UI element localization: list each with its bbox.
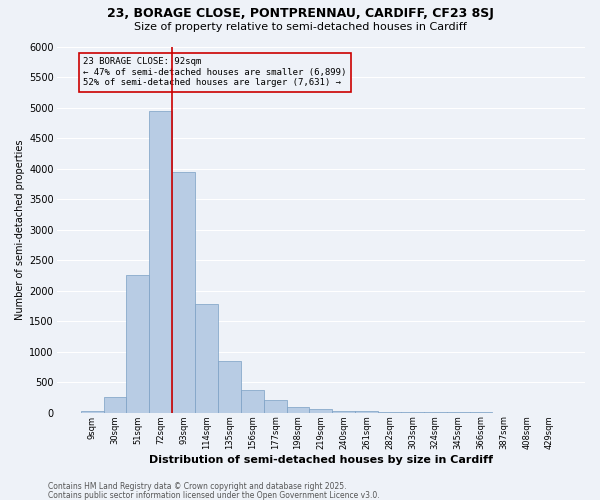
Bar <box>81 411 104 412</box>
Bar <box>172 172 195 412</box>
Bar <box>263 400 287 412</box>
Bar <box>195 304 218 412</box>
Bar <box>104 398 127 412</box>
Text: Contains public sector information licensed under the Open Government Licence v3: Contains public sector information licen… <box>48 490 380 500</box>
Bar <box>149 110 172 412</box>
Bar <box>241 390 263 412</box>
Bar <box>310 410 332 412</box>
Bar <box>287 406 310 412</box>
Y-axis label: Number of semi-detached properties: Number of semi-detached properties <box>15 140 25 320</box>
Text: Contains HM Land Registry data © Crown copyright and database right 2025.: Contains HM Land Registry data © Crown c… <box>48 482 347 491</box>
Text: 23, BORAGE CLOSE, PONTPRENNAU, CARDIFF, CF23 8SJ: 23, BORAGE CLOSE, PONTPRENNAU, CARDIFF, … <box>107 8 493 20</box>
Bar <box>355 411 378 412</box>
Bar <box>332 411 355 412</box>
X-axis label: Distribution of semi-detached houses by size in Cardiff: Distribution of semi-detached houses by … <box>149 455 493 465</box>
Bar <box>127 276 149 412</box>
Text: Size of property relative to semi-detached houses in Cardiff: Size of property relative to semi-detach… <box>134 22 466 32</box>
Bar <box>218 362 241 412</box>
Text: 23 BORAGE CLOSE: 92sqm
← 47% of semi-detached houses are smaller (6,899)
52% of : 23 BORAGE CLOSE: 92sqm ← 47% of semi-det… <box>83 58 346 88</box>
